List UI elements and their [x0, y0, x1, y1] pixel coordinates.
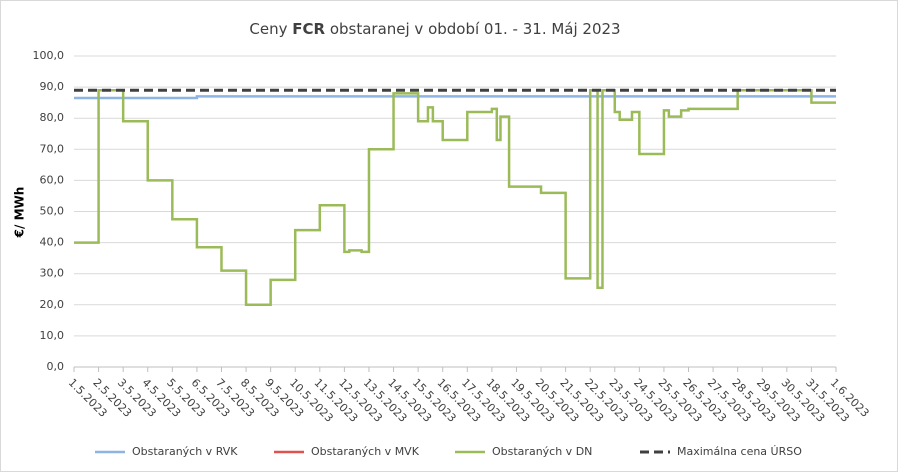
legend-label: Obstaraných v DN: [492, 445, 592, 458]
legend-label: Obstaraných v RVK: [132, 445, 238, 458]
y-tick-label: 40,0: [40, 236, 65, 249]
y-tick-label: 20,0: [40, 298, 65, 311]
series-line: [74, 95, 836, 100]
series-line: [74, 88, 836, 307]
legend-label: Obstaraných v MVK: [311, 445, 420, 458]
y-axis-label: €/ MWh: [13, 187, 27, 239]
y-tick-label: 0,0: [47, 360, 65, 373]
title-part: FCR: [292, 20, 325, 38]
title-part: Ceny: [249, 20, 292, 38]
y-tick-label: 10,0: [40, 329, 65, 342]
legend-label: Maximálna cena ÚRSO: [677, 445, 802, 458]
y-tick-label: 60,0: [40, 173, 65, 186]
y-tick-label: 100,0: [33, 49, 65, 62]
y-tick-label: 50,0: [40, 205, 65, 218]
y-tick-label: 70,0: [40, 142, 65, 155]
y-tick-label: 90,0: [40, 80, 65, 93]
y-tick-label: 80,0: [40, 111, 65, 124]
title-part: obstaranej v období 01. - 31. Máj 2023: [325, 20, 621, 38]
chart-title: Ceny FCR obstaranej v období 01. - 31. M…: [249, 20, 620, 38]
y-tick-label: 30,0: [40, 267, 65, 280]
